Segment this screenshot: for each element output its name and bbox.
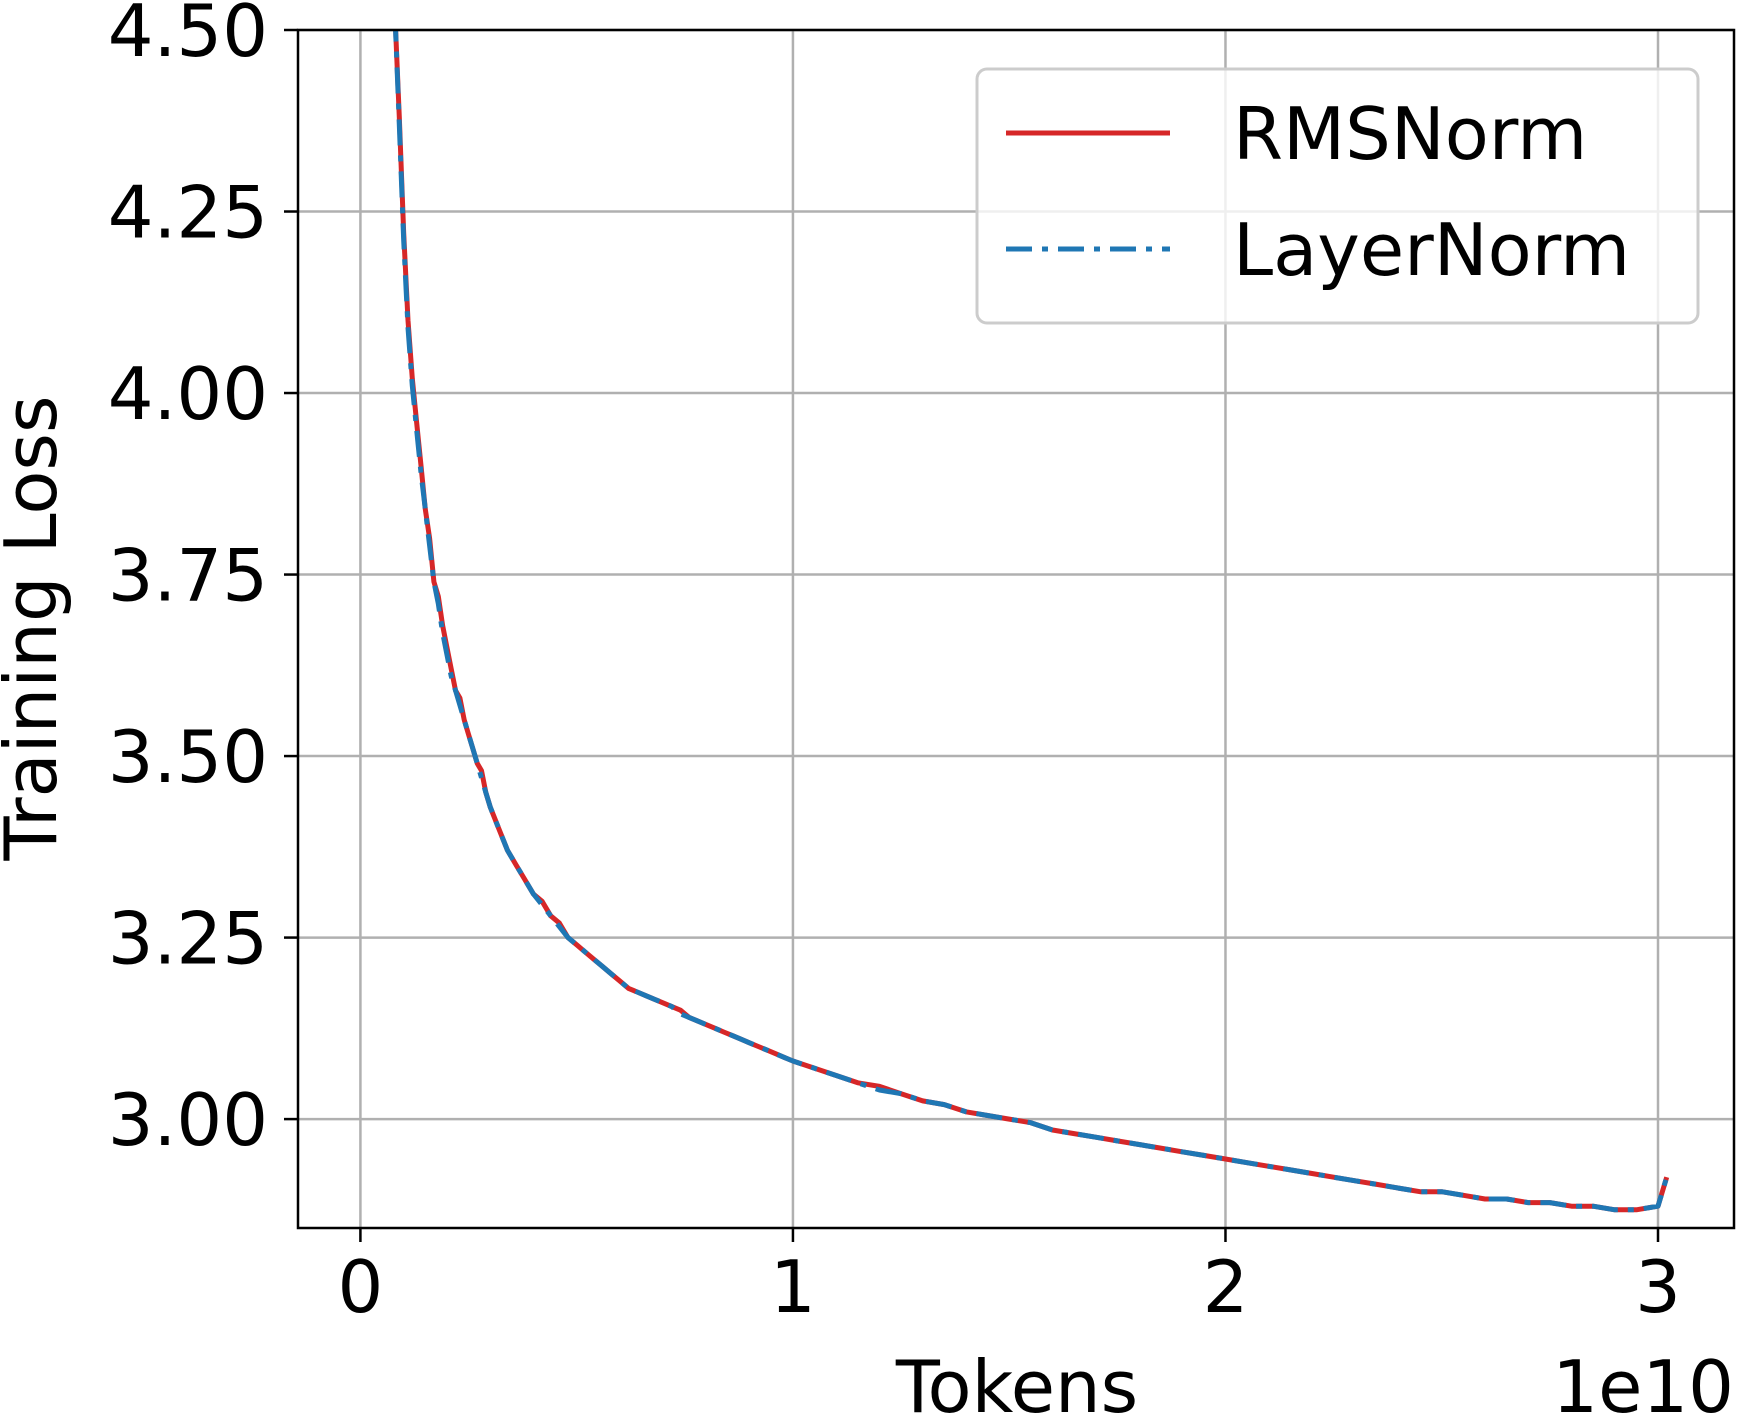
x-tick-label: 1 [770, 1245, 816, 1329]
plot-area-frame [296, 28, 1736, 1230]
series-lines [393, 30, 1670, 1213]
legend-label-layernorm: LayerNorm [1233, 208, 1630, 292]
legend-label-rmsnorm: RMSNorm [1233, 92, 1587, 176]
y-tick-label: 4.00 [108, 352, 268, 436]
y-tick-label: 4.50 [108, 0, 268, 73]
x-axis-label: Tokens [895, 1345, 1138, 1427]
y-tick-label: 4.25 [108, 171, 268, 255]
legend: RMSNorm LayerNorm [975, 67, 1700, 325]
x-axis-scale-label: 1e10 [1552, 1345, 1734, 1427]
y-axis-label: Training Loss [0, 396, 73, 862]
y-tick-label: 3.50 [108, 715, 268, 799]
x-tick-label: 2 [1203, 1245, 1249, 1329]
y-tick-label: 3.25 [108, 897, 268, 981]
x-axis-ticks: 0 1 2 3 [338, 1228, 1681, 1329]
x-tick-label: 0 [338, 1245, 384, 1329]
y-tick-label: 3.00 [108, 1078, 268, 1162]
x-tick-label: 3 [1635, 1245, 1681, 1329]
y-axis-ticks: 3.00 3.25 3.50 3.75 4.00 4.25 4.50 [108, 0, 298, 1162]
y-tick-label: 3.75 [108, 534, 268, 618]
series-line-layernorm [393, 30, 1670, 1213]
